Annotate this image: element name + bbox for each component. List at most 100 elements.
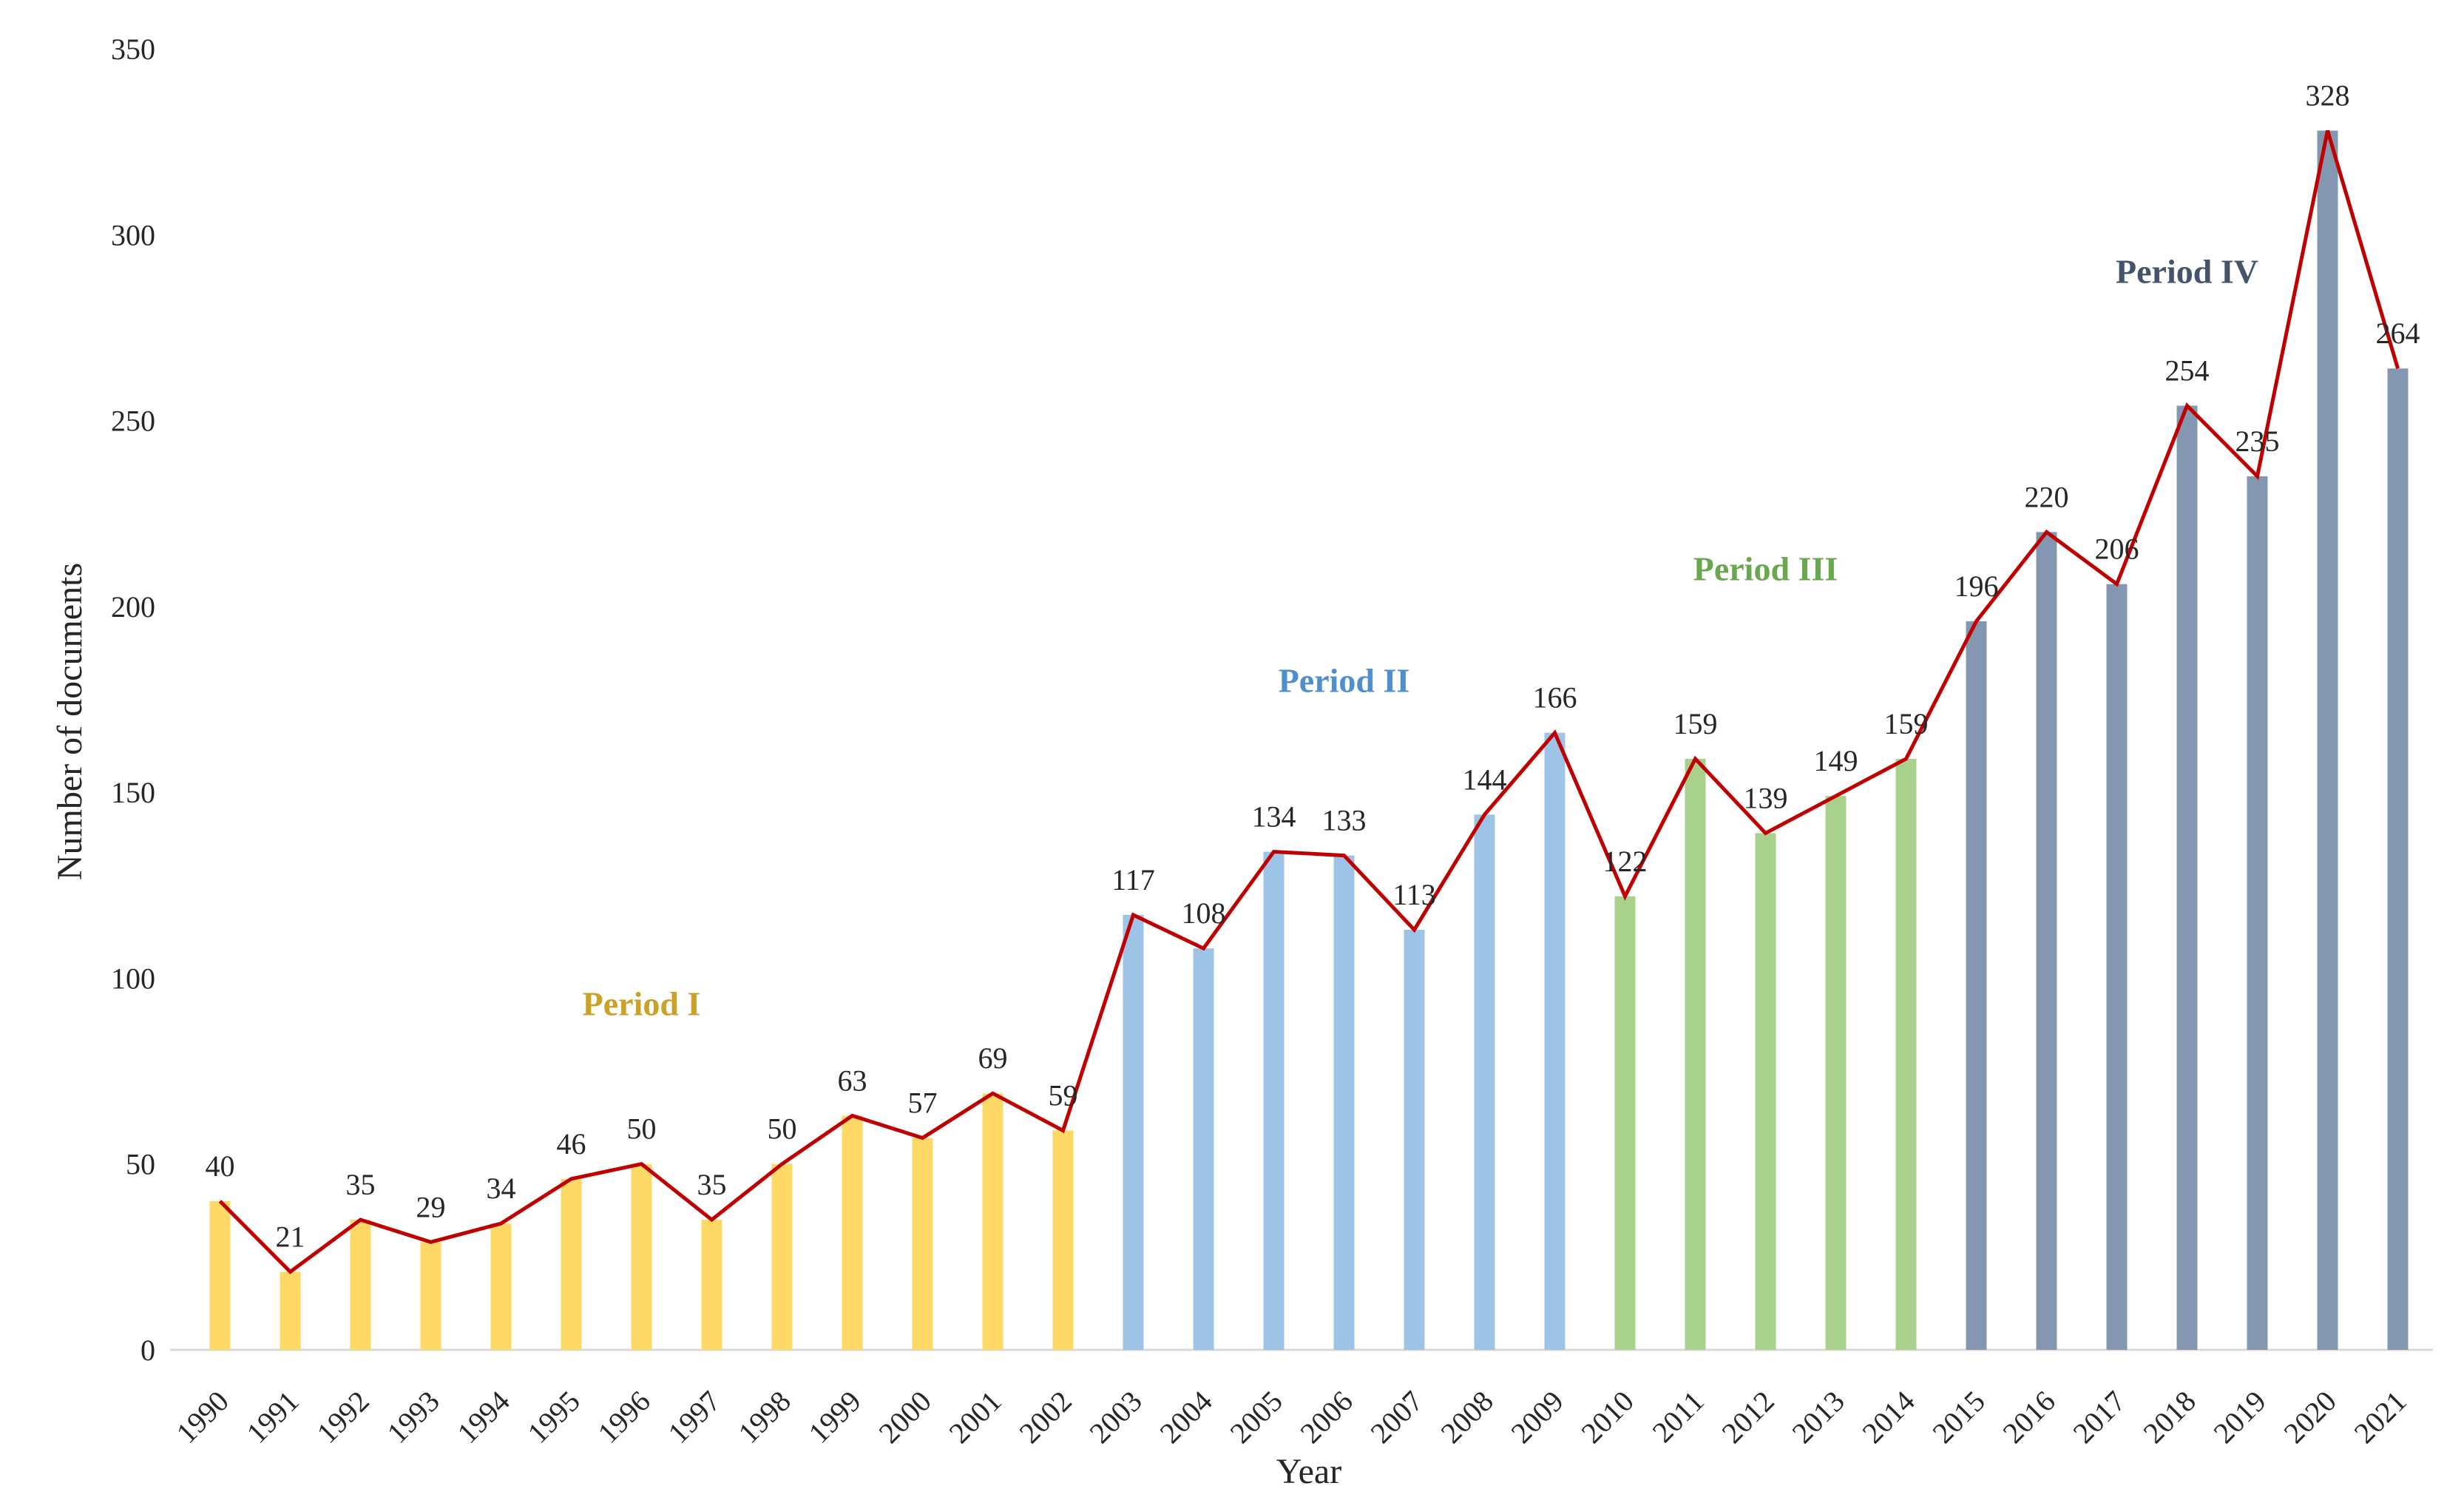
data-label-2017: 206 [2095, 533, 2139, 566]
data-label-1992: 35 [346, 1168, 376, 1201]
data-label-2009: 166 [1533, 681, 1577, 714]
bar-1996 [631, 1163, 652, 1350]
x-tick-label: 2008 [1434, 1385, 1499, 1450]
period-label: Period I [583, 985, 701, 1023]
x-tick-label: 1994 [450, 1385, 515, 1450]
x-tick-label: 2021 [2347, 1385, 2412, 1450]
data-label-2007: 113 [1392, 878, 1436, 911]
bar-1999 [842, 1115, 863, 1350]
bar-1991 [280, 1271, 301, 1350]
data-label-1991: 21 [276, 1220, 305, 1253]
bars [209, 130, 2409, 1351]
x-tick-label: 1995 [521, 1385, 586, 1450]
bar-2020 [2317, 130, 2338, 1351]
data-label-2002: 59 [1049, 1078, 1078, 1112]
bar-2015 [1966, 621, 1987, 1350]
x-axis-ticks: 1990 1991 1992 1993 1994 1995 1996 1997 1998 1999… [169, 1385, 2412, 1450]
bar-2017 [2106, 584, 2128, 1350]
data-label-1997: 35 [697, 1168, 727, 1201]
data-label-2006: 133 [1322, 804, 1367, 837]
x-tick-label: 1999 [802, 1385, 867, 1450]
y-tick-label: 150 [111, 776, 155, 809]
bar-2003 [1123, 914, 1144, 1350]
bar-1995 [561, 1178, 582, 1350]
bar-1990 [209, 1200, 231, 1350]
x-tick-label: 2007 [1364, 1385, 1429, 1450]
data-label-2013: 149 [1814, 744, 1858, 777]
data-label-2011: 159 [1673, 707, 1718, 740]
period-labels: Period I Period II Period III Period IV [583, 253, 2258, 1023]
bar-1992 [350, 1220, 371, 1350]
x-tick-label: 2002 [1012, 1385, 1077, 1450]
data-label-2014: 159 [1884, 707, 1929, 740]
period-label: Period III [1693, 550, 1838, 588]
bar-2004 [1193, 948, 1214, 1350]
bar-2014 [1895, 758, 1917, 1350]
data-label-1993: 29 [416, 1190, 446, 1223]
data-label-2016: 220 [2025, 480, 2069, 513]
x-tick-label: 2016 [1996, 1385, 2061, 1450]
x-tick-label: 2013 [1785, 1385, 1850, 1450]
data-label-2019: 235 [2235, 425, 2280, 458]
x-tick-label: 2000 [872, 1385, 937, 1450]
data-label-2015: 196 [1954, 570, 1999, 603]
bar-2011 [1685, 758, 1706, 1350]
x-tick-label: 2003 [1083, 1385, 1148, 1450]
period-label: Period II [1279, 661, 1410, 699]
x-tick-label: 2017 [2066, 1385, 2131, 1450]
x-tick-label: 2012 [1715, 1385, 1780, 1450]
x-tick-label: 1991 [240, 1385, 305, 1450]
x-tick-label: 2005 [1223, 1385, 1288, 1450]
x-tick-label: 2004 [1153, 1385, 1218, 1450]
y-tick-label: 350 [111, 33, 155, 66]
data-label-2001: 69 [978, 1041, 1008, 1075]
y-axis-ticks: 0 50 100 150 200 250 300 350 [111, 33, 155, 1367]
trend-line [218, 129, 2400, 1274]
data-label-1990: 40 [206, 1149, 235, 1183]
bar-2002 [1052, 1130, 1074, 1350]
x-tick-label: 2010 [1574, 1385, 1639, 1450]
data-label-2020: 328 [2306, 79, 2350, 112]
data-label-1999: 63 [838, 1064, 867, 1097]
x-tick-label: 1992 [310, 1385, 375, 1450]
bar-2005 [1263, 851, 1285, 1350]
bar-2018 [2176, 405, 2198, 1351]
x-tick-label: 1993 [380, 1385, 445, 1450]
x-tick-label: 2009 [1504, 1385, 1569, 1450]
data-label-2003: 117 [1111, 863, 1155, 896]
data-label-1998: 50 [768, 1112, 797, 1146]
x-axis-title: Year [1276, 1452, 1341, 1491]
data-label-2000: 57 [908, 1087, 938, 1120]
bar-2012 [1755, 833, 1776, 1350]
y-tick-label: 300 [111, 218, 155, 251]
bar-2010 [1614, 896, 1636, 1350]
bar-2013 [1825, 796, 1847, 1350]
bar-2006 [1333, 855, 1355, 1350]
period-label: Period IV [2116, 253, 2258, 291]
data-label-2008: 144 [1463, 763, 1507, 796]
bar-2001 [982, 1093, 1003, 1350]
x-tick-label: 2018 [2136, 1385, 2201, 1450]
data-label-2005: 134 [1252, 800, 1296, 834]
x-tick-label: 2014 [1855, 1385, 1920, 1450]
data-labels: 40 21 35 29 34 46 50 35 50 63 57 69 59 117 108 134 133 11… [206, 79, 2420, 1254]
y-tick-label: 250 [111, 405, 155, 438]
x-tick-label: 2001 [942, 1385, 1007, 1450]
x-tick-label: 1997 [661, 1385, 726, 1450]
bar-2016 [2036, 532, 2057, 1351]
x-tick-label: 2011 [1646, 1385, 1710, 1449]
x-tick-label: 2020 [2277, 1385, 2342, 1450]
y-tick-label: 200 [111, 590, 155, 624]
bar-2008 [1474, 814, 1495, 1350]
data-label-2012: 139 [1744, 781, 1788, 814]
y-axis-title: Number of documents [50, 563, 89, 880]
x-tick-label: 1998 [731, 1385, 796, 1450]
data-label-1995: 46 [557, 1127, 586, 1161]
data-label-2004: 108 [1182, 896, 1226, 930]
y-tick-label: 50 [126, 1148, 155, 1181]
bar-1998 [771, 1163, 793, 1350]
data-label-1996: 50 [627, 1112, 657, 1146]
x-tick-label: 2015 [1926, 1385, 1991, 1450]
x-tick-label: 2019 [2207, 1385, 2272, 1450]
